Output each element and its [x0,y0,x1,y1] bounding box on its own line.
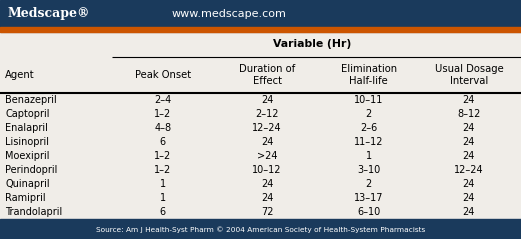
Text: Usual Dosage
Interval: Usual Dosage Interval [435,64,503,86]
Text: 1–2: 1–2 [154,109,171,119]
Text: 24: 24 [261,179,273,189]
Text: 72: 72 [261,207,273,217]
Text: 12–24: 12–24 [454,165,483,175]
Text: 10–11: 10–11 [354,95,383,105]
Text: 1: 1 [366,151,371,161]
Text: 2: 2 [366,179,371,189]
Text: 13–17: 13–17 [354,193,383,203]
Text: Ramipril: Ramipril [5,193,46,203]
Text: 3–10: 3–10 [357,165,380,175]
Text: Lisinopril: Lisinopril [5,137,49,147]
Text: www.medscape.com: www.medscape.com [172,9,287,19]
Text: Agent: Agent [5,70,35,80]
Text: 24: 24 [463,95,475,105]
Text: 2–6: 2–6 [360,123,377,133]
Text: 24: 24 [261,137,273,147]
Text: Elimination
Half-life: Elimination Half-life [341,64,396,86]
Text: 6–10: 6–10 [357,207,380,217]
Text: Captopril: Captopril [5,109,49,119]
Text: >24: >24 [257,151,277,161]
Text: 24: 24 [261,193,273,203]
Text: 24: 24 [261,95,273,105]
Text: 4–8: 4–8 [154,123,171,133]
Text: Quinapril: Quinapril [5,179,50,189]
Text: Peak Onset: Peak Onset [135,70,191,80]
Text: 24: 24 [463,193,475,203]
Text: 1–2: 1–2 [154,165,171,175]
Text: 1–2: 1–2 [154,151,171,161]
Bar [0,32,521,219]
Text: Enalapril: Enalapril [5,123,48,133]
Text: 2–4: 2–4 [154,95,171,105]
Bar [0,27,521,32]
Text: 12–24: 12–24 [252,123,282,133]
Text: Moexipril: Moexipril [5,151,49,161]
Text: Variable (Hr): Variable (Hr) [274,39,352,49]
Bar [0,219,521,239]
Text: 24: 24 [463,207,475,217]
Text: 24: 24 [463,151,475,161]
Text: 24: 24 [463,137,475,147]
Text: Perindopril: Perindopril [5,165,58,175]
Text: 2–12: 2–12 [255,109,279,119]
Text: 1: 1 [160,193,166,203]
Text: 10–12: 10–12 [252,165,282,175]
Text: 6: 6 [160,137,166,147]
Text: Duration of
Effect: Duration of Effect [239,64,295,86]
Text: 24: 24 [463,123,475,133]
Text: 24: 24 [463,179,475,189]
Text: Source: Am J Health-Syst Pharm © 2004 American Society of Health-System Pharmaci: Source: Am J Health-Syst Pharm © 2004 Am… [96,226,425,233]
Text: Trandolapril: Trandolapril [5,207,63,217]
Text: Benazepril: Benazepril [5,95,57,105]
Text: 8–12: 8–12 [457,109,480,119]
Bar [0,0,521,27]
Text: 1: 1 [160,179,166,189]
Text: 11–12: 11–12 [354,137,383,147]
Text: Medscape®: Medscape® [8,7,90,20]
Text: 6: 6 [160,207,166,217]
Text: 2: 2 [366,109,371,119]
